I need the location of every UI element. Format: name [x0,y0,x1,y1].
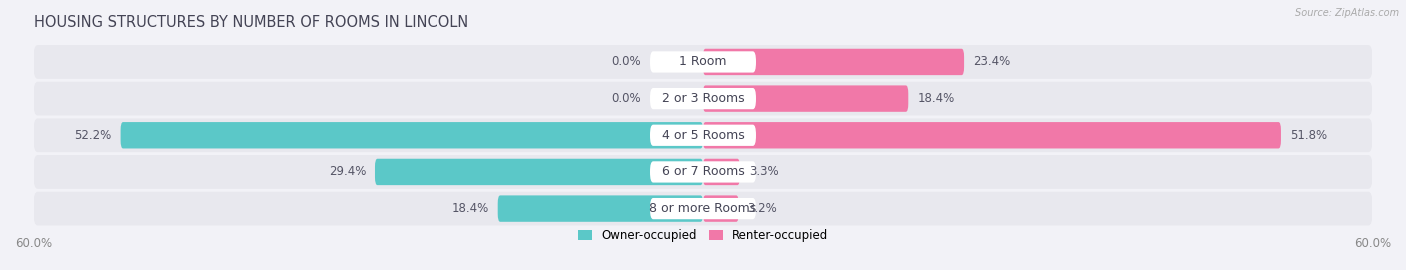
Text: 2 or 3 Rooms: 2 or 3 Rooms [662,92,744,105]
FancyBboxPatch shape [650,51,756,73]
FancyBboxPatch shape [34,155,1372,189]
FancyBboxPatch shape [650,125,756,146]
Text: Source: ZipAtlas.com: Source: ZipAtlas.com [1295,8,1399,18]
FancyBboxPatch shape [34,119,1372,152]
FancyBboxPatch shape [703,49,965,75]
Text: 1 Room: 1 Room [679,55,727,68]
Text: 51.8%: 51.8% [1289,129,1327,142]
FancyBboxPatch shape [703,195,738,222]
FancyBboxPatch shape [650,88,756,109]
FancyBboxPatch shape [34,192,1372,225]
Text: 6 or 7 Rooms: 6 or 7 Rooms [662,166,744,178]
FancyBboxPatch shape [703,159,740,185]
Text: 18.4%: 18.4% [917,92,955,105]
Text: 3.3%: 3.3% [749,166,779,178]
Text: 0.0%: 0.0% [612,55,641,68]
Text: 18.4%: 18.4% [451,202,489,215]
FancyBboxPatch shape [650,161,756,183]
Text: 29.4%: 29.4% [329,166,366,178]
Text: 3.2%: 3.2% [748,202,778,215]
Text: 23.4%: 23.4% [973,55,1011,68]
Text: 52.2%: 52.2% [75,129,111,142]
FancyBboxPatch shape [498,195,703,222]
FancyBboxPatch shape [375,159,703,185]
FancyBboxPatch shape [34,82,1372,116]
FancyBboxPatch shape [703,122,1281,148]
Text: 4 or 5 Rooms: 4 or 5 Rooms [662,129,744,142]
FancyBboxPatch shape [34,45,1372,79]
FancyBboxPatch shape [121,122,703,148]
FancyBboxPatch shape [650,198,756,219]
Text: 8 or more Rooms: 8 or more Rooms [650,202,756,215]
Legend: Owner-occupied, Renter-occupied: Owner-occupied, Renter-occupied [578,229,828,242]
Text: 0.0%: 0.0% [612,92,641,105]
Text: HOUSING STRUCTURES BY NUMBER OF ROOMS IN LINCOLN: HOUSING STRUCTURES BY NUMBER OF ROOMS IN… [34,15,468,30]
FancyBboxPatch shape [703,85,908,112]
